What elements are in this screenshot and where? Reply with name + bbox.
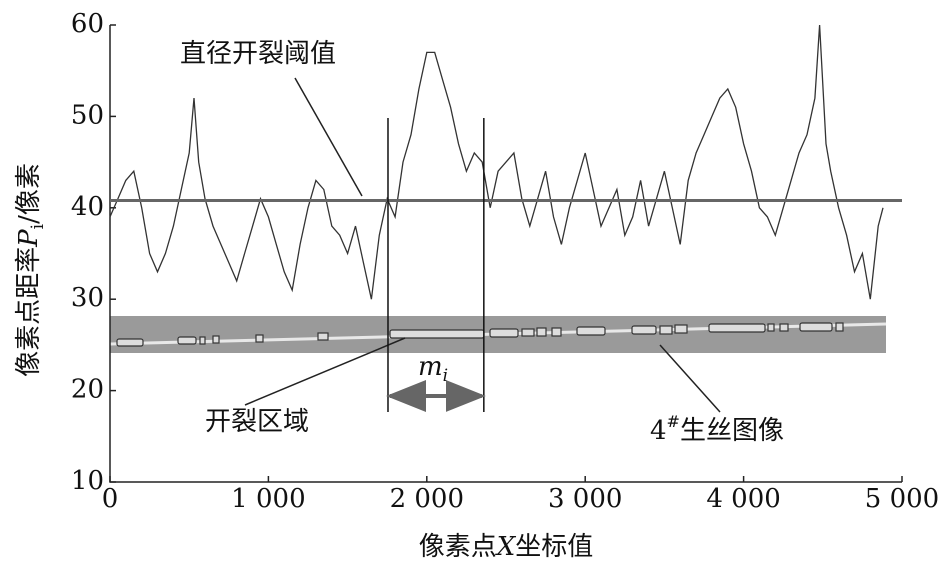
y-tick-label: 50: [71, 100, 104, 130]
leader-line: [244, 337, 406, 406]
y-axis-label: 像素点距率Pi/像素: [14, 163, 48, 377]
annotation: 4#生丝图像: [650, 412, 784, 447]
x-tick-label: 1 000: [231, 484, 305, 514]
annotation: 直径开裂阈值: [180, 39, 336, 69]
y-tick-label: 10: [71, 466, 104, 496]
silk-defects: [116, 322, 844, 347]
annotation: 开裂区域: [205, 407, 309, 437]
data-line: [109, 24, 884, 300]
x-tick-label: 5 000: [865, 484, 939, 514]
annotation: mi: [418, 352, 448, 386]
x-tick-label: 3 000: [548, 484, 622, 514]
x-tick-label: 2 000: [390, 484, 464, 514]
y-tick-label: 60: [71, 9, 104, 39]
x-tick-label: 4 000: [706, 484, 780, 514]
y-tick-label: 30: [71, 283, 104, 313]
y-tick-label: 40: [71, 192, 104, 222]
y-tick-label: 20: [71, 375, 104, 405]
leader-line: [659, 344, 721, 413]
x-tick-label: 0: [102, 484, 119, 514]
leader-line: [294, 77, 363, 197]
x-axis-label: 像素点X坐标值: [419, 532, 594, 562]
